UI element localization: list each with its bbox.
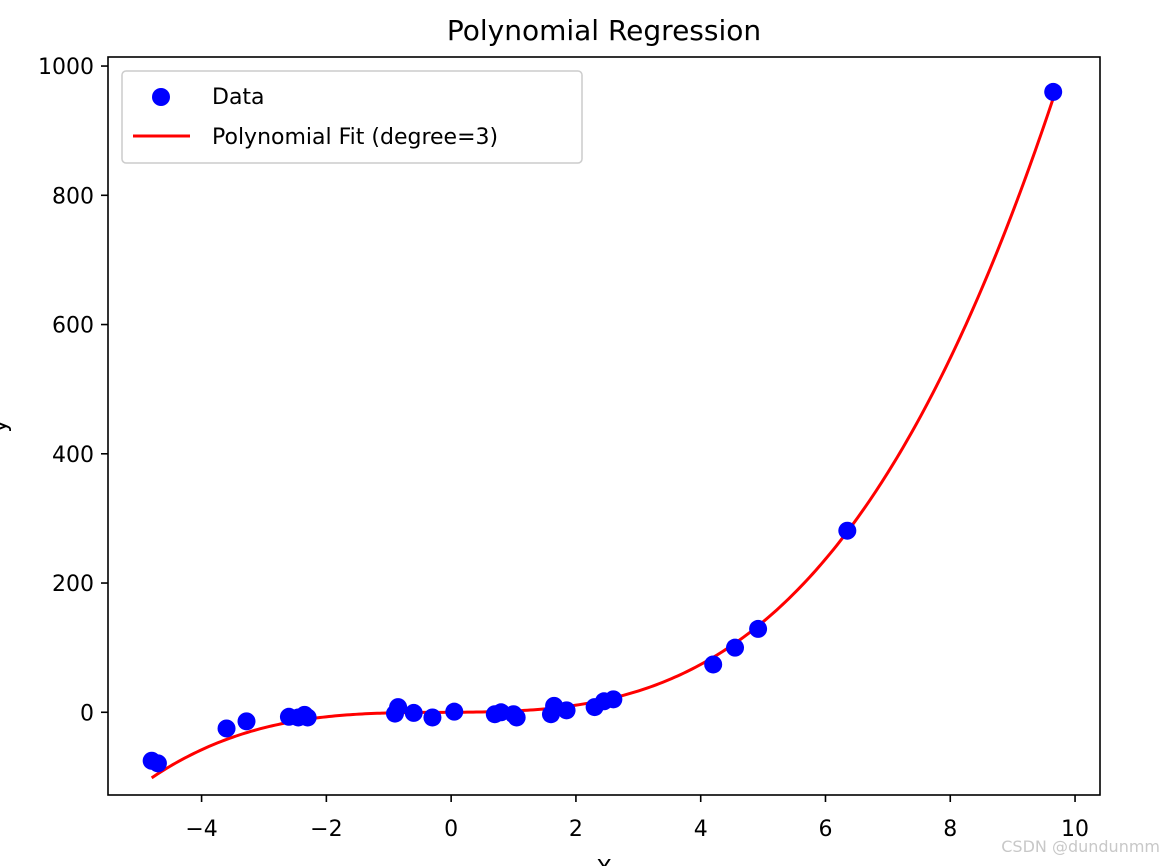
x-tick-label: 8: [943, 817, 957, 842]
x-tick-label: −2: [310, 817, 342, 842]
y-tick-label: 400: [52, 443, 94, 468]
data-point: [217, 719, 236, 738]
fit-layer: [150, 97, 1055, 780]
plot-area: [107, 56, 1101, 796]
x-axis-ticks: −4 −2 0 2 4 6 8 10: [185, 795, 1089, 842]
x-tick-label: 2: [569, 817, 583, 842]
y-tick-label: 800: [52, 184, 94, 209]
data-point: [1044, 82, 1063, 101]
legend-box: [121, 70, 583, 164]
y-tick-label: 600: [52, 314, 94, 339]
x-tick-label: 4: [694, 817, 708, 842]
x-axis-label: X: [596, 856, 612, 866]
data-point: [726, 638, 745, 657]
legend-fit-label: Polynomial Fit (degree=3): [212, 125, 498, 150]
chart-title: Polynomial Regression: [447, 14, 761, 47]
data-point: [749, 619, 768, 638]
legend: Data Polynomial Fit (degree=3): [121, 70, 583, 164]
watermark-text: CSDN @dundunmm: [1001, 837, 1160, 856]
data-point: [237, 712, 256, 731]
y-tick-label: 0: [80, 701, 94, 726]
data-point: [148, 754, 167, 773]
fit-line: [150, 97, 1055, 780]
x-tick-label: 0: [444, 817, 458, 842]
legend-data-marker: [152, 88, 170, 106]
legend-data-label: Data: [212, 85, 265, 110]
data-point: [838, 521, 857, 540]
axes-frame: [107, 56, 1101, 796]
data-point: [389, 698, 408, 717]
y-tick-label: 200: [52, 572, 94, 597]
x-tick-label: 10: [1061, 817, 1089, 842]
data-point: [445, 702, 464, 721]
scatter-layer: [142, 82, 1063, 773]
x-tick-label: 6: [818, 817, 832, 842]
data-point: [507, 708, 526, 727]
x-tick-label: −4: [185, 817, 217, 842]
data-point: [704, 655, 723, 674]
data-point: [557, 701, 576, 720]
y-axis-ticks: 0 200 400 600 800 1000: [38, 55, 108, 726]
y-axis-label: y: [0, 419, 12, 433]
data-point: [604, 690, 623, 709]
data-point: [404, 703, 423, 722]
data-point: [298, 708, 317, 727]
y-tick-label: 1000: [38, 55, 94, 80]
data-point: [423, 708, 442, 727]
